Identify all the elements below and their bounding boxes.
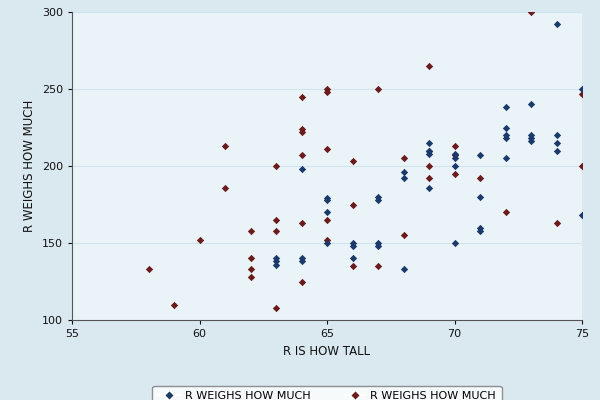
Point	[552, 21, 562, 28]
Point	[500, 135, 510, 142]
Point	[373, 263, 383, 269]
Point	[297, 255, 307, 262]
Point	[399, 232, 409, 238]
Point	[297, 220, 307, 226]
Point	[271, 217, 281, 223]
Point	[475, 175, 485, 182]
Point	[246, 228, 256, 234]
Point	[348, 201, 358, 208]
Point	[577, 86, 587, 92]
Point	[220, 143, 230, 149]
Point	[373, 86, 383, 92]
Point	[552, 140, 562, 146]
Point	[526, 9, 536, 15]
Point	[500, 132, 510, 138]
Point	[246, 266, 256, 272]
Point	[220, 184, 230, 191]
Point	[424, 147, 434, 154]
Point	[271, 163, 281, 169]
Point	[475, 228, 485, 234]
Point	[577, 212, 587, 218]
Point	[424, 63, 434, 69]
Point	[450, 240, 460, 246]
Point	[500, 209, 510, 215]
Point	[424, 184, 434, 191]
Point	[399, 266, 409, 272]
Point	[169, 302, 179, 308]
Point	[297, 94, 307, 100]
Point	[271, 304, 281, 311]
Point	[322, 89, 332, 95]
Point	[373, 194, 383, 200]
Point	[373, 243, 383, 249]
Point	[373, 197, 383, 203]
Point	[322, 217, 332, 223]
Point	[450, 155, 460, 162]
Point	[500, 155, 510, 162]
Point	[424, 140, 434, 146]
Point	[526, 135, 536, 142]
Point	[552, 132, 562, 138]
Point	[322, 197, 332, 203]
Point	[577, 90, 587, 97]
Point	[297, 152, 307, 158]
Point	[500, 104, 510, 111]
Point	[322, 146, 332, 152]
Point	[348, 240, 358, 246]
Point	[271, 261, 281, 268]
Point	[450, 152, 460, 158]
Point	[500, 124, 510, 131]
Point	[399, 175, 409, 182]
Point	[475, 194, 485, 200]
Point	[577, 163, 587, 169]
Point	[322, 237, 332, 243]
Point	[424, 175, 434, 182]
Point	[475, 224, 485, 231]
Point	[271, 255, 281, 262]
Point	[297, 129, 307, 135]
Point	[144, 266, 154, 272]
Point	[450, 150, 460, 157]
Point	[424, 147, 434, 154]
Point	[348, 263, 358, 269]
Point	[348, 158, 358, 164]
Point	[450, 163, 460, 169]
Point	[297, 258, 307, 265]
Point	[297, 126, 307, 132]
Legend: R WEIGHS HOW MUCH, R WEIGHS HOW MUCH: R WEIGHS HOW MUCH, R WEIGHS HOW MUCH	[152, 386, 502, 400]
Point	[399, 155, 409, 162]
Point	[271, 258, 281, 265]
Point	[475, 152, 485, 158]
Point	[194, 237, 204, 243]
Point	[297, 278, 307, 285]
Y-axis label: R WEIGHS HOW MUCH: R WEIGHS HOW MUCH	[23, 100, 36, 232]
Point	[552, 147, 562, 154]
Point	[373, 240, 383, 246]
Point	[450, 170, 460, 177]
Point	[246, 255, 256, 262]
Point	[552, 220, 562, 226]
Point	[271, 228, 281, 234]
Point	[322, 195, 332, 202]
Point	[322, 209, 332, 215]
Point	[322, 86, 332, 92]
Point	[399, 169, 409, 175]
Point	[450, 143, 460, 149]
Point	[348, 243, 358, 249]
Point	[297, 166, 307, 172]
Point	[424, 163, 434, 169]
Point	[348, 255, 358, 262]
Point	[526, 138, 536, 144]
Point	[526, 132, 536, 138]
X-axis label: R IS HOW TALL: R IS HOW TALL	[283, 344, 371, 358]
Point	[424, 150, 434, 157]
Point	[322, 240, 332, 246]
Point	[246, 274, 256, 280]
Point	[526, 101, 536, 108]
